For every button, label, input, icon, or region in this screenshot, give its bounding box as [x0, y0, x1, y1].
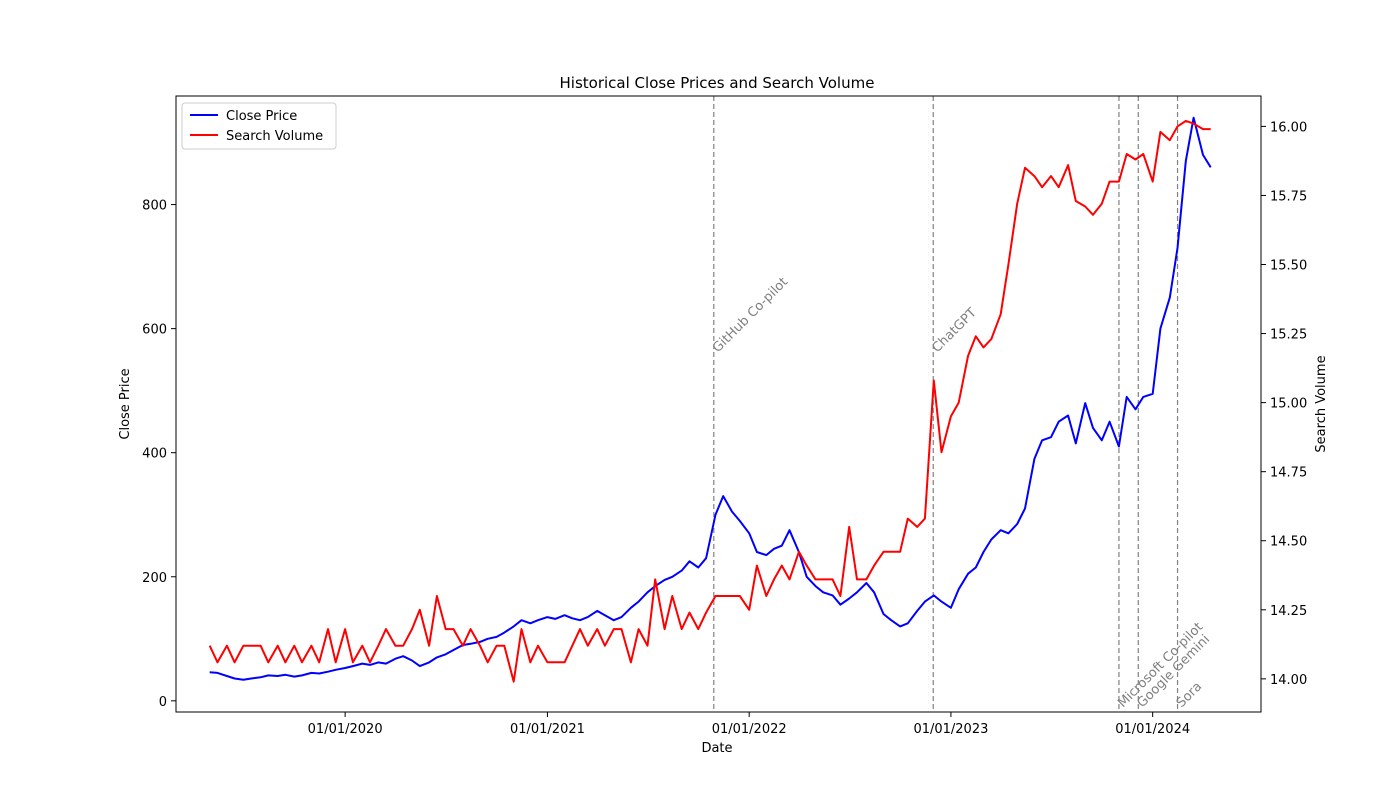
x-tick-label: 01/01/2023: [913, 722, 988, 737]
x-tick-label: 01/01/2021: [510, 722, 585, 737]
legend-label-search-volume: Search Volume: [226, 129, 323, 144]
x-tick-label: 01/01/2020: [308, 722, 383, 737]
y-right-tick-label: 14.25: [1270, 604, 1307, 619]
y-right-tick-label: 15.75: [1270, 189, 1307, 204]
y-axis-left-label: Close Price: [118, 368, 133, 439]
y-left-tick-label: 0: [159, 695, 167, 710]
y-left-tick-label: 200: [142, 571, 167, 586]
legend: Close Price Search Volume: [181, 102, 337, 150]
legend-box: [181, 102, 337, 150]
y-left-tick-label: 400: [142, 447, 167, 462]
y-axis-left: 0 200 400 600 800: [142, 199, 176, 710]
x-tick-label: 01/01/2022: [712, 722, 787, 737]
y-right-tick-label: 15.50: [1270, 259, 1307, 274]
legend-label-close-price: Close Price: [226, 109, 297, 124]
y-right-tick-label: 15.25: [1270, 328, 1307, 343]
series-layer: [208, 116, 1212, 683]
y-left-tick-label: 800: [142, 199, 167, 214]
y-right-tick-label: 15.00: [1270, 397, 1307, 412]
x-axis-label: Date: [701, 741, 732, 756]
chart-title: Historical Close Prices and Search Volum…: [560, 74, 875, 92]
plot-frame: [175, 95, 1262, 713]
y-right-tick-label: 14.50: [1270, 535, 1307, 550]
series-line-close-price: [209, 116, 1212, 681]
x-axis: 01/01/2020 01/01/2021 01/01/2022 01/01/2023…: [308, 712, 1190, 737]
y-right-tick-label: 14.75: [1270, 466, 1307, 481]
x-tick-label: 01/01/2024: [1115, 722, 1190, 737]
y-left-tick-label: 600: [142, 323, 167, 338]
series-line-search-volume: [208, 119, 1211, 683]
y-right-tick-label: 16.00: [1270, 120, 1307, 135]
y-axis-right-label: Search Volume: [1314, 355, 1329, 452]
y-axis-right: 14.00 14.25 14.50 14.75 15.00 15.25 15.50 15.75…: [1261, 120, 1307, 688]
y-right-tick-label: 14.00: [1270, 673, 1307, 688]
